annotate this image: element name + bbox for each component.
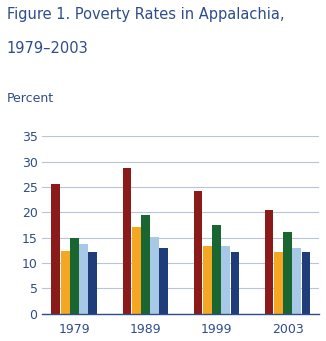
Bar — [132, 227, 141, 314]
Bar — [221, 246, 230, 314]
Bar — [52, 183, 60, 314]
Bar — [141, 215, 150, 314]
Bar — [70, 238, 79, 314]
Bar — [292, 248, 301, 314]
Bar — [302, 252, 310, 314]
Bar — [123, 168, 131, 314]
Bar — [61, 251, 69, 314]
Bar — [265, 210, 274, 314]
Bar — [283, 232, 292, 314]
Text: Figure 1. Poverty Rates in Appalachia,: Figure 1. Poverty Rates in Appalachia, — [7, 7, 284, 22]
Bar — [212, 225, 221, 314]
Bar — [230, 252, 239, 314]
Bar — [194, 191, 202, 314]
Bar — [159, 248, 168, 314]
Bar — [274, 252, 283, 314]
Bar — [88, 252, 97, 314]
Bar — [79, 244, 88, 314]
Text: Percent: Percent — [7, 92, 54, 105]
Bar — [203, 246, 212, 314]
Bar — [150, 237, 159, 314]
Text: 1979–2003: 1979–2003 — [7, 41, 88, 56]
